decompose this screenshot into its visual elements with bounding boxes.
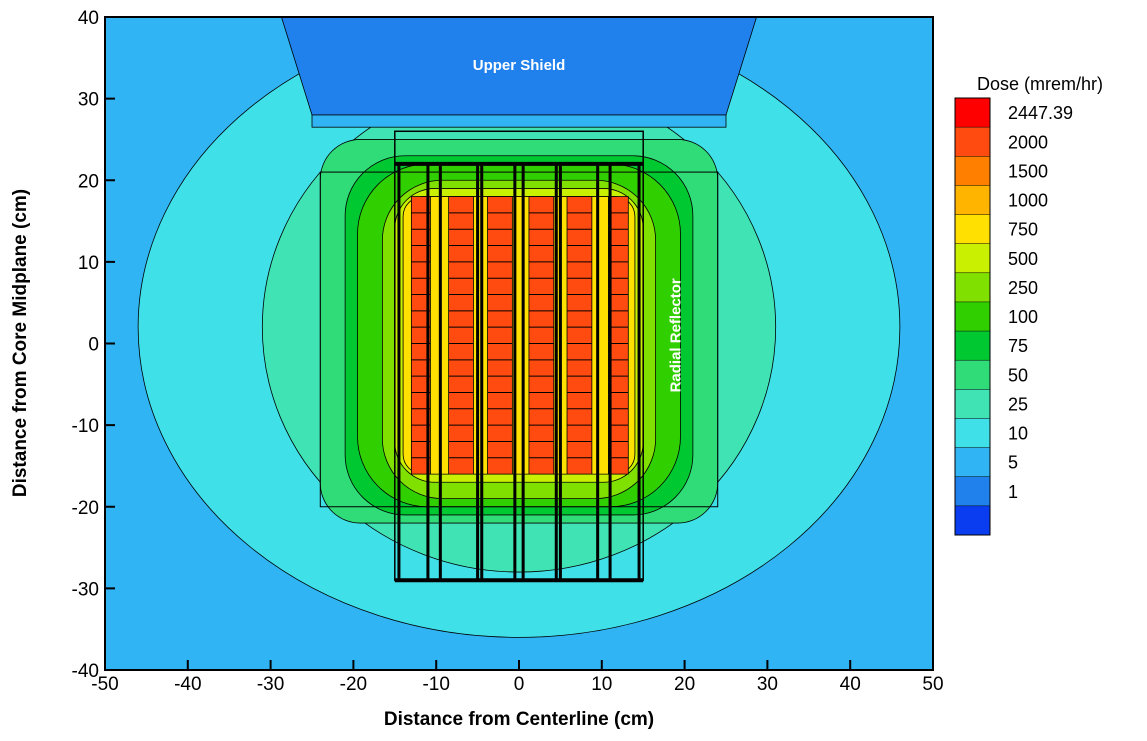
x-tick-label: 50 bbox=[922, 674, 943, 695]
colorbar-label: 1000 bbox=[1008, 191, 1048, 211]
colorbar-band bbox=[955, 505, 990, 535]
y-axis-title: Distance from Core Midplane (cm) bbox=[10, 189, 31, 497]
colorbar-label: 5 bbox=[1008, 453, 1018, 473]
colorbar-band bbox=[955, 331, 990, 361]
x-tick-label: -20 bbox=[340, 674, 367, 695]
x-tick-label: 20 bbox=[674, 674, 695, 695]
contour-region bbox=[402, 196, 636, 475]
colorbar-band bbox=[955, 98, 990, 128]
contour-region bbox=[566, 196, 593, 475]
colorbar-label: 1500 bbox=[1008, 161, 1048, 181]
colorbar-label: 100 bbox=[1008, 307, 1038, 327]
colorbar-frame bbox=[954, 97, 991, 536]
y-tick-label: -20 bbox=[72, 498, 99, 519]
colorbar-band bbox=[955, 243, 990, 273]
contour-region bbox=[487, 196, 513, 475]
contour-field: Upper Shield Radial Reflector bbox=[105, 17, 933, 670]
y-tick-label: -40 bbox=[72, 661, 99, 682]
colorbar-band bbox=[955, 272, 990, 302]
x-tick-label: -40 bbox=[174, 674, 201, 695]
colorbar-label: 2447.39 bbox=[1008, 103, 1073, 123]
x-axis-title: Distance from Centerline (cm) bbox=[384, 709, 654, 730]
colorbar-band bbox=[955, 127, 990, 157]
contour-region bbox=[448, 196, 474, 475]
colorbar-band bbox=[955, 185, 990, 215]
colorbar-label: 10 bbox=[1008, 424, 1028, 444]
y-tick-label: 10 bbox=[78, 253, 99, 274]
x-tick-label: -30 bbox=[257, 674, 284, 695]
colorbar-band bbox=[955, 360, 990, 390]
x-tick-label: 30 bbox=[757, 674, 778, 695]
colorbar-band bbox=[955, 301, 990, 332]
colorbar-label: 50 bbox=[1008, 365, 1028, 385]
x-tick-label: -50 bbox=[91, 674, 118, 695]
x-tick-label: -10 bbox=[422, 674, 449, 695]
colorbar-band bbox=[955, 156, 990, 186]
colorbar-band bbox=[955, 447, 990, 477]
colorbar-title: Dose (mrem/hr) bbox=[977, 74, 1103, 94]
x-tick-label: 0 bbox=[514, 674, 525, 695]
contour-region bbox=[528, 196, 555, 475]
colorbar-band bbox=[955, 389, 990, 419]
colorbar-label: 2000 bbox=[1008, 132, 1048, 152]
colorbar-label: 750 bbox=[1008, 220, 1038, 240]
contour-region bbox=[608, 196, 629, 475]
reflector-outline bbox=[319, 171, 719, 508]
y-tick-label: 0 bbox=[88, 335, 99, 356]
colorbar-band bbox=[955, 476, 990, 506]
colorbar-label: 75 bbox=[1008, 336, 1028, 356]
colorbar-band bbox=[955, 214, 990, 244]
y-tick-label: -30 bbox=[72, 579, 99, 600]
y-tick-label: 30 bbox=[78, 90, 99, 111]
contour-region bbox=[410, 196, 431, 475]
contour-region bbox=[311, 114, 727, 128]
colorbar-label: 25 bbox=[1008, 394, 1028, 414]
y-tick-label: 20 bbox=[78, 171, 99, 192]
colorbar-label: 1 bbox=[1008, 482, 1018, 502]
colorbar-label: 500 bbox=[1008, 249, 1038, 269]
annotation: Radial Reflector bbox=[667, 278, 684, 392]
x-tick-label: 10 bbox=[591, 674, 612, 695]
colorbar-label: 250 bbox=[1008, 278, 1038, 298]
x-tick-label: 40 bbox=[840, 674, 861, 695]
annotation: Upper Shield bbox=[473, 57, 566, 74]
colorbar-band bbox=[955, 418, 990, 448]
y-tick-label: 40 bbox=[78, 8, 99, 29]
y-tick-label: -10 bbox=[72, 416, 99, 437]
